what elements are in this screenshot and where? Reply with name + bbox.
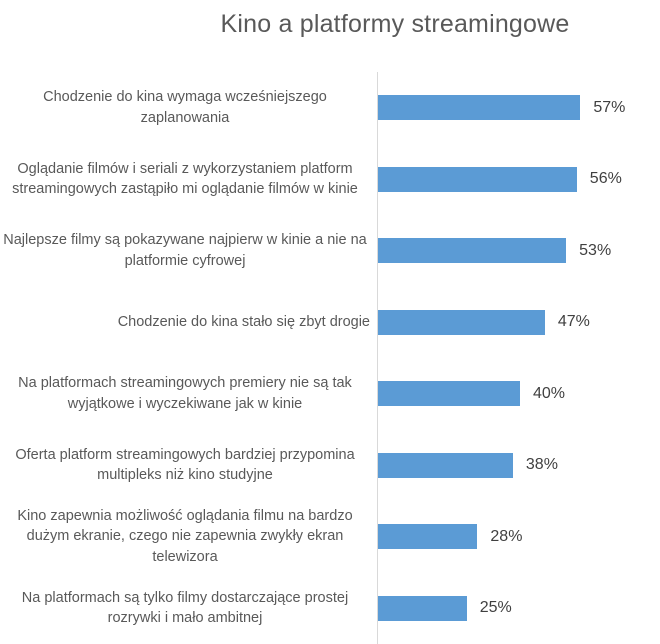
value-label: 47%: [557, 313, 590, 331]
category-label: Najlepsze filmy są pokazywane najpierw w…: [3, 232, 367, 269]
category-label: Na platformach są tylko filmy dostarczaj…: [21, 589, 349, 627]
category-label: Chodzenie do kina stało się zbyt drogie: [117, 313, 370, 330]
plot-area: Chodzenie do kina wymaga wcześniejszego …: [0, 72, 660, 644]
bar: [378, 595, 467, 621]
chart-row: Oferta platform streamingowych bardziej …: [0, 430, 660, 502]
category-label-cell: Kino zapewnia możliwość oglądania filmu …: [0, 506, 378, 568]
bar: [378, 381, 520, 407]
category-label-cell: Oglądanie filmów i seriali z wykorzystan…: [0, 159, 378, 200]
value-label: 28%: [490, 527, 523, 545]
bar: [378, 238, 567, 264]
category-label: Na platformach streamingowych premiery n…: [18, 375, 352, 412]
bar: [378, 95, 581, 121]
chart-row: Chodzenie do kina wymaga wcześniejszego …: [0, 72, 660, 144]
bar-rows: Chodzenie do kina wymaga wcześniejszego …: [0, 72, 660, 644]
bar: [378, 452, 513, 478]
category-label-cell: Chodzenie do kina stało się zbyt drogie: [0, 312, 378, 333]
value-label: 25%: [479, 599, 512, 617]
category-label-cell: Oferta platform streamingowych bardziej …: [0, 445, 378, 486]
category-axis-line: [377, 72, 378, 644]
bar: [378, 166, 577, 192]
category-label: Oglądanie filmów i seriali z wykorzystan…: [12, 160, 358, 198]
bar: [378, 309, 545, 335]
chart-row: Najlepsze filmy są pokazywane najpierw w…: [0, 215, 660, 287]
chart-title: Kino a platformy streamingowe: [220, 10, 570, 38]
category-label-cell: Chodzenie do kina wymaga wcześniejszego …: [0, 87, 378, 128]
category-label: Oferta platform streamingowych bardziej …: [15, 446, 355, 484]
chart-row: Kino zapewnia możliwość oglądania filmu …: [0, 501, 660, 573]
category-label-cell: Na platformach streamingowych premiery n…: [0, 373, 378, 414]
chart-row: Chodzenie do kina stało się zbyt drogie 4…: [0, 287, 660, 359]
value-label: 38%: [525, 456, 558, 474]
value-label: 40%: [533, 384, 566, 402]
category-label-cell: Na platformach są tylko filmy dostarczaj…: [0, 588, 378, 629]
category-label-cell: Najlepsze filmy są pokazywane najpierw w…: [0, 230, 378, 271]
chart-row: Oglądanie filmów i seriali z wykorzystan…: [0, 144, 660, 216]
chart-row: Na platformach streamingowych premiery n…: [0, 358, 660, 430]
category-label: Chodzenie do kina wymaga wcześniejszego …: [43, 89, 327, 126]
category-label: Kino zapewnia możliwość oglądania filmu …: [17, 507, 353, 566]
chart-row: Na platformach są tylko filmy dostarczaj…: [0, 573, 660, 644]
bar: [378, 524, 478, 550]
value-label: 57%: [593, 98, 626, 116]
value-label: 53%: [579, 241, 612, 259]
value-label: 56%: [589, 170, 622, 188]
